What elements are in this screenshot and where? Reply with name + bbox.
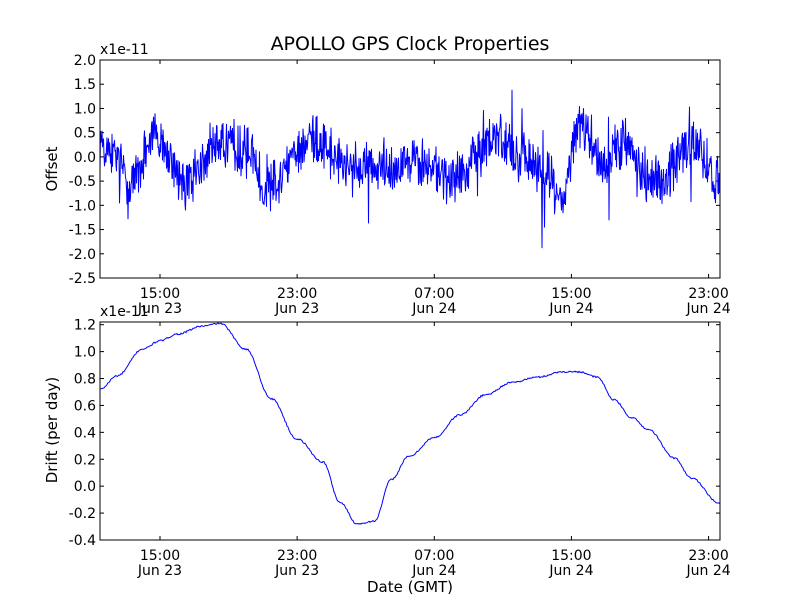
drift-y-tick-labels: -0.4 -0.2 0.0 0.2 0.4 0.6 0.8 1.0 1.2 [69, 318, 96, 549]
drift-x-tick-label-date: Jun 24 [548, 563, 593, 579]
offset-x-tick-label-date: Jun 24 [686, 301, 731, 317]
offset-panel: x1e-11 Offset -2.5 -2.0 -1.5 -1.0 -0.5 0.0 0.5… [43, 42, 731, 317]
offset-y-tick-label: -0.5 [69, 174, 96, 190]
offset-y-tick-label: 1.5 [74, 77, 96, 93]
drift-x-tick-label-date: Jun 24 [411, 563, 456, 579]
drift-panel: x1e-11 Drift (per day) -0.4 -0.2 0.0 0.2 0.4… [43, 304, 731, 596]
offset-x-tick-label-time: 15:00 [551, 286, 591, 302]
drift-x-tick-label-date: Jun 23 [137, 563, 182, 579]
offset-x-tick-label-date: Jun 24 [411, 301, 456, 317]
chart-title: APOLLO GPS Clock Properties [271, 33, 550, 55]
drift-y-tick-label: 1.2 [74, 318, 96, 334]
drift-y-tick-label: -0.4 [69, 533, 96, 549]
offset-x-tick-label-time: 07:00 [414, 286, 454, 302]
offset-y-tick-label: -2.0 [69, 247, 96, 263]
drift-x-tick-label-time: 23:00 [688, 548, 728, 564]
drift-x-tick-label-date: Jun 23 [274, 563, 319, 579]
offset-multiplier: x1e-11 [100, 42, 149, 58]
offset-x-tick-label-time: 23:00 [688, 286, 728, 302]
drift-x-tick-label-time: 15:00 [551, 548, 591, 564]
offset-y-tick-label: 0.0 [74, 150, 96, 166]
drift-y-tick-label: 0.4 [74, 425, 96, 441]
drift-y-tick-label: 0.6 [74, 398, 96, 414]
offset-y-tick-label: 2.0 [74, 53, 96, 69]
offset-y-tick-label: -1.0 [69, 198, 96, 214]
offset-plot-frame [99, 59, 721, 279]
drift-x-tick-label-time: 15:00 [140, 548, 180, 564]
drift-x-tick-label-time: 23:00 [277, 548, 317, 564]
drift-x-tick-label-time: 07:00 [414, 548, 454, 564]
offset-series-line [99, 89, 721, 249]
offset-y-tick-labels: -2.5 -2.0 -1.5 -1.0 -0.5 0.0 0.5 1.0 1.5 2.0 [69, 53, 96, 287]
offset-y-tick-label: 0.5 [74, 126, 96, 142]
x-axis-label: Date (GMT) [367, 578, 453, 596]
offset-x-tick-label-time: 15:00 [140, 286, 180, 302]
drift-y-tick-label: 0.2 [74, 452, 96, 468]
drift-x-tick-label-date: Jun 24 [686, 563, 731, 579]
drift-multiplier: x1e-11 [100, 304, 149, 320]
offset-x-tick-label-date: Jun 23 [274, 301, 319, 317]
offset-x-tick-label-date: Jun 23 [137, 301, 182, 317]
offset-y-axis-label: Offset [43, 146, 61, 191]
drift-y-tick-label: -0.2 [69, 506, 96, 522]
offset-y-tick-label: -2.5 [69, 271, 96, 287]
offset-y-tick-label: 1.0 [74, 101, 96, 117]
offset-x-tick-label-time: 23:00 [277, 286, 317, 302]
offset-x-tick-label-date: Jun 24 [548, 301, 593, 317]
drift-series-line [99, 321, 721, 525]
drift-y-tick-label: 1.0 [74, 345, 96, 361]
drift-y-tick-label: 0.8 [74, 372, 96, 388]
offset-y-tick-label: -1.5 [69, 223, 96, 239]
drift-plot-frame [99, 321, 721, 541]
drift-y-axis-label: Drift (per day) [43, 377, 61, 484]
drift-y-tick-label: 0.0 [74, 479, 96, 495]
